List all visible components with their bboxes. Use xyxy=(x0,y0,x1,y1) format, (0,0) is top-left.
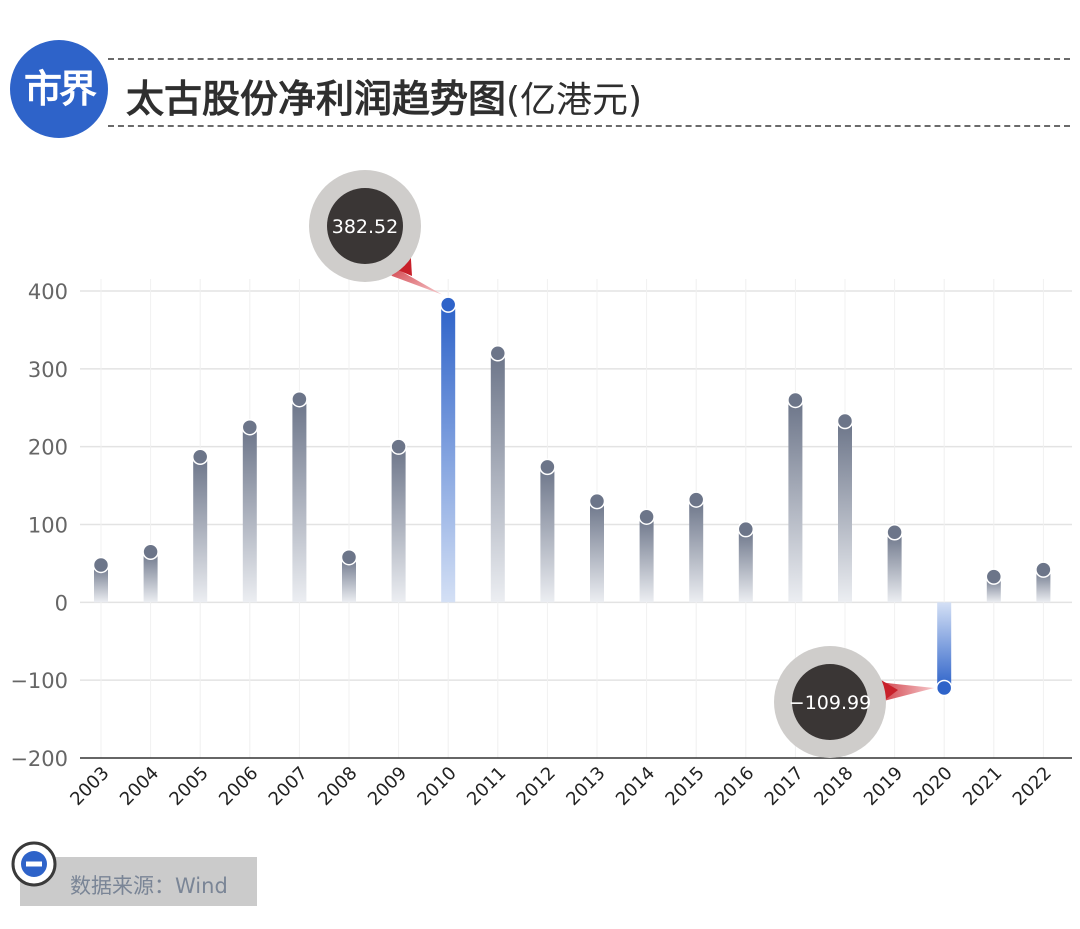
x-tick-label: 2005 xyxy=(165,763,212,810)
bar-cap-2011 xyxy=(489,345,507,362)
bar-cap-2006 xyxy=(241,418,259,436)
bar-2020 xyxy=(937,602,952,688)
bar-cap-2003 xyxy=(92,556,110,574)
bar-2018 xyxy=(838,420,852,603)
callout-2020-label: −109.99 xyxy=(789,692,871,714)
header-rule-bottom xyxy=(108,125,1070,127)
bar-cap-2008 xyxy=(340,548,358,566)
bar-cap-2018 xyxy=(836,412,854,430)
bar-2017 xyxy=(788,399,803,603)
source-box xyxy=(20,857,257,906)
x-tick-label: 2003 xyxy=(66,763,113,810)
x-tick-label: 2004 xyxy=(116,763,163,810)
bar-2010 xyxy=(441,304,456,603)
x-tick-label: 2010 xyxy=(413,763,460,810)
x-tick-label: 2017 xyxy=(761,763,808,810)
bar-cap-2013 xyxy=(588,492,606,510)
y-tick-label: 200 xyxy=(28,436,68,460)
bar-cap-2012 xyxy=(539,458,556,476)
x-tick-label: 2011 xyxy=(463,763,510,810)
bar-cap-2007 xyxy=(291,390,308,408)
callouts: 382.52 −109.99 xyxy=(309,170,935,758)
x-tick-label: 2012 xyxy=(513,763,560,810)
data-source: 数据来源：Wind xyxy=(70,874,228,898)
header-rule-top xyxy=(108,58,1070,60)
x-tick-label: 2007 xyxy=(265,763,312,810)
bar-2013 xyxy=(590,501,604,603)
x-tick-label: 2019 xyxy=(860,763,907,810)
bars xyxy=(92,296,1052,697)
bar-2016 xyxy=(738,529,753,603)
bar-2012 xyxy=(540,466,555,603)
title-main: 太古股份净利润趋势图 xyxy=(126,77,507,121)
logo-badge: 市界 xyxy=(10,40,108,138)
x-tick-label: 2008 xyxy=(314,763,361,810)
bar-cap-2017 xyxy=(787,391,804,409)
x-tick-label: 2015 xyxy=(661,763,708,810)
bar-cap-2020 xyxy=(935,679,953,697)
bar-cap-2021 xyxy=(985,568,1003,585)
y-tick-label: −200 xyxy=(10,747,68,771)
bar-2015 xyxy=(689,499,704,603)
y-tick-label: 100 xyxy=(28,514,68,538)
callout-2010-label: 382.52 xyxy=(332,216,398,238)
bar-cap-2009 xyxy=(390,438,407,455)
bar-cap-2005 xyxy=(191,448,209,466)
bar-2019 xyxy=(887,532,902,603)
bar-cap-2019 xyxy=(886,524,903,541)
bar-cap-2015 xyxy=(687,491,705,508)
callout-2020-disc xyxy=(792,664,868,740)
bar-2006 xyxy=(242,427,257,603)
x-tick-label: 2021 xyxy=(959,763,1006,810)
bar-2014 xyxy=(639,516,654,603)
bar-cap-2004 xyxy=(142,543,159,560)
callout-2010-disc xyxy=(327,188,403,264)
x-tick-label: 2018 xyxy=(810,763,857,810)
bar-cap-2022 xyxy=(1035,561,1052,578)
page-title: 太古股份净利润趋势图(亿港元) xyxy=(126,68,642,123)
x-tick-label: 2006 xyxy=(215,763,262,810)
bar-cap-2010 xyxy=(439,296,457,313)
bar-2011 xyxy=(490,353,505,603)
x-tick-label: 2016 xyxy=(711,763,758,810)
source-icon xyxy=(11,841,57,887)
x-tick-label: 2013 xyxy=(562,763,609,810)
bar-2005 xyxy=(193,456,208,603)
bar-2004 xyxy=(143,551,158,603)
bar-2009 xyxy=(391,446,406,603)
y-tick-label: 300 xyxy=(28,358,68,382)
y-tick-label: −100 xyxy=(10,669,68,693)
bar-cap-2016 xyxy=(737,520,755,538)
gridlines xyxy=(80,279,1072,758)
x-tick-label: 2022 xyxy=(1009,763,1056,810)
bar-cap-2014 xyxy=(638,508,655,525)
x-tick-label: 2009 xyxy=(364,763,411,810)
bar-2007 xyxy=(292,399,307,603)
bar-2003 xyxy=(94,564,108,603)
y-tick-label: 0 xyxy=(55,591,68,615)
x-tick-label: 2020 xyxy=(909,763,956,810)
x-tick-label: 2014 xyxy=(612,763,659,810)
y-tick-label: 400 xyxy=(28,280,68,304)
title-unit: (亿港元) xyxy=(506,80,643,121)
bar-2022 xyxy=(1036,569,1051,603)
bar-2008 xyxy=(342,557,356,603)
